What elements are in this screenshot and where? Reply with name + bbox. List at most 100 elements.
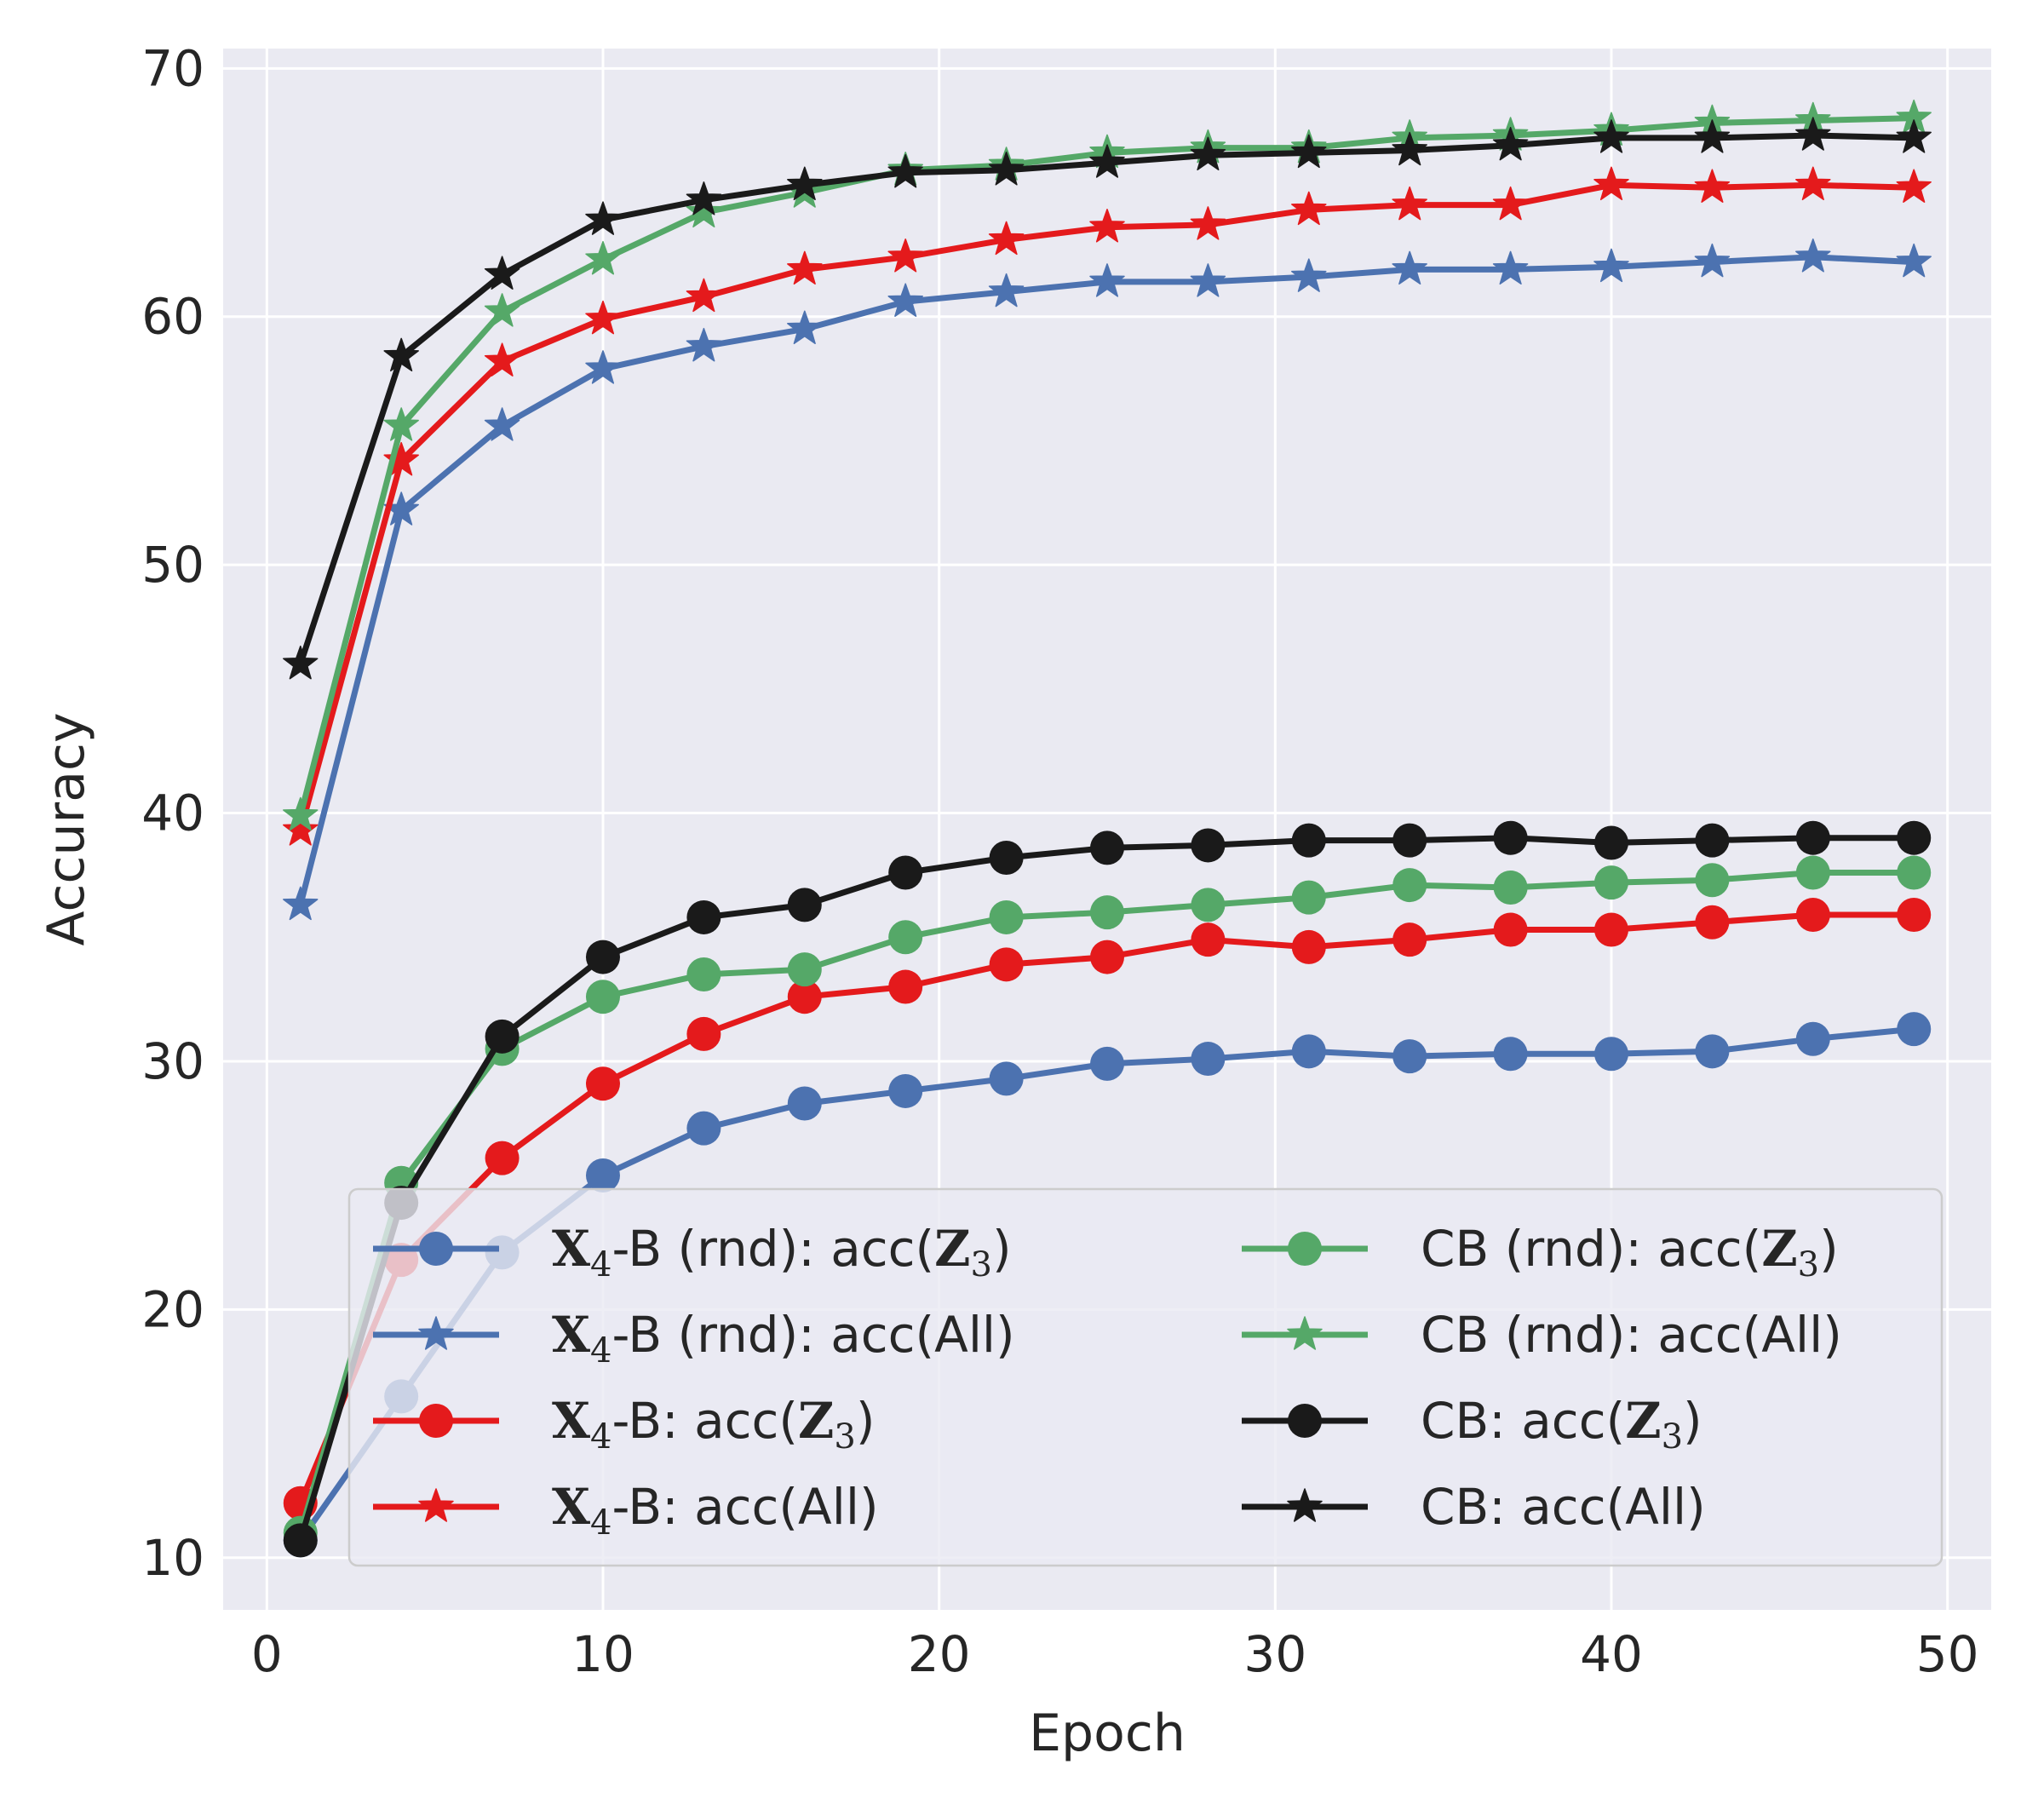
y-axis-label: Accuracy	[37, 713, 96, 946]
y-tick-label: 50	[141, 536, 204, 594]
legend-label-part: CB (rnd): acc(	[1421, 1220, 1761, 1278]
data-point	[1795, 1021, 1830, 1056]
legend-marker	[418, 1316, 454, 1350]
data-point	[1896, 169, 1932, 203]
data-point	[283, 886, 319, 921]
legend-label-part: -B (rnd): acc(All)	[611, 1306, 1014, 1364]
legend-label: CB (rnd): acc(All)	[1421, 1306, 1842, 1364]
data-point	[484, 407, 520, 441]
legend-marker	[1288, 1404, 1322, 1438]
data-point	[1090, 830, 1124, 865]
legend-label-part: 4	[590, 1503, 611, 1543]
legend-marker	[1288, 1232, 1322, 1266]
legend-marker	[1287, 1316, 1323, 1350]
y-tick-label: 40	[141, 784, 204, 842]
data-point	[787, 888, 822, 922]
data-point	[989, 899, 1024, 934]
data-point	[1492, 186, 1529, 221]
data-point	[1392, 868, 1427, 903]
data-point	[1897, 1012, 1932, 1047]
legend-label: CB: acc(All)	[1421, 1478, 1706, 1536]
data-point	[1695, 823, 1730, 858]
legend-label-part: -B: acc(	[611, 1392, 798, 1450]
legend-label-part: 3	[1662, 1417, 1683, 1457]
data-point	[585, 350, 621, 384]
data-point	[1493, 912, 1528, 947]
legend-label-part: CB: acc(All)	[1421, 1478, 1706, 1536]
legend-label-part: Z	[934, 1220, 970, 1278]
data-point	[1593, 166, 1629, 201]
legend-label-part: CB (rnd): acc(All)	[1421, 1306, 1842, 1364]
data-point	[585, 1066, 620, 1101]
data-point	[686, 1016, 721, 1051]
legend-label-part: 4	[590, 1245, 611, 1284]
data-point	[686, 278, 722, 313]
data-point	[383, 441, 419, 476]
data-point	[1695, 1034, 1730, 1069]
data-point	[1493, 870, 1528, 905]
data-point	[585, 980, 620, 1014]
data-point	[383, 407, 419, 441]
data-point	[1392, 823, 1427, 858]
data-point	[1694, 119, 1731, 153]
data-point	[283, 812, 319, 846]
legend-label-part: 3	[1798, 1245, 1819, 1284]
legend-label-part: 4	[590, 1331, 611, 1371]
data-point	[1694, 169, 1731, 203]
legend-label-part: )	[856, 1392, 876, 1450]
data-point	[686, 1111, 721, 1146]
data-point	[1795, 117, 1831, 151]
data-point	[1291, 823, 1326, 858]
data-point	[585, 240, 621, 275]
data-point	[686, 181, 722, 216]
legend-marker	[1287, 1488, 1323, 1522]
data-point	[1896, 119, 1932, 153]
data-point	[484, 256, 520, 290]
data-point	[283, 1523, 318, 1558]
data-point	[1190, 206, 1226, 240]
data-point	[484, 293, 520, 327]
x-tick-label: 0	[251, 1625, 283, 1683]
data-point	[1493, 820, 1528, 855]
legend-label-part: Z	[1625, 1392, 1661, 1450]
legend-item-cb_rnd_z3: CB (rnd): acc(Z3)	[1242, 1220, 1839, 1284]
data-point	[1392, 186, 1427, 221]
data-point	[988, 221, 1025, 256]
data-point	[1695, 905, 1730, 940]
data-point	[787, 250, 823, 285]
data-point	[787, 980, 822, 1014]
data-point	[686, 327, 722, 362]
data-point	[1594, 912, 1629, 947]
data-point	[1897, 820, 1932, 855]
data-point	[1291, 191, 1327, 226]
data-point	[1089, 263, 1125, 297]
y-tick-label: 20	[141, 1280, 204, 1338]
data-point	[1291, 929, 1326, 964]
legend-label-part: 3	[834, 1417, 855, 1457]
legend-label: X4-B: acc(Z3)	[552, 1392, 875, 1457]
data-point	[1795, 166, 1831, 201]
legend-label: X4-B (rnd): acc(Z3)	[552, 1220, 1012, 1284]
data-point	[1090, 895, 1124, 930]
data-point	[1897, 855, 1932, 890]
data-point	[484, 342, 520, 376]
data-point	[1492, 250, 1529, 285]
series-x4b_rnd_all	[283, 238, 1932, 921]
legend-label: X4-B (rnd): acc(All)	[552, 1306, 1015, 1371]
y-tick-label: 30	[141, 1032, 204, 1090]
data-point	[1191, 922, 1226, 957]
data-point	[1392, 250, 1427, 285]
legend-item-cb_all: CB: acc(All)	[1242, 1478, 1706, 1536]
data-point	[1492, 126, 1529, 161]
x-tick-label: 20	[908, 1625, 971, 1683]
legend-label: CB: acc(Z3)	[1421, 1392, 1702, 1457]
data-point	[887, 153, 923, 188]
data-point	[1191, 1042, 1226, 1077]
data-point	[1694, 243, 1731, 278]
data-point	[989, 947, 1024, 982]
legend-item-cb_rnd_all: CB (rnd): acc(All)	[1242, 1306, 1842, 1364]
data-point	[888, 1073, 923, 1108]
legend-label-part: 3	[970, 1245, 991, 1284]
legend-item-x4b_z3: X4-B: acc(Z3)	[373, 1392, 875, 1457]
